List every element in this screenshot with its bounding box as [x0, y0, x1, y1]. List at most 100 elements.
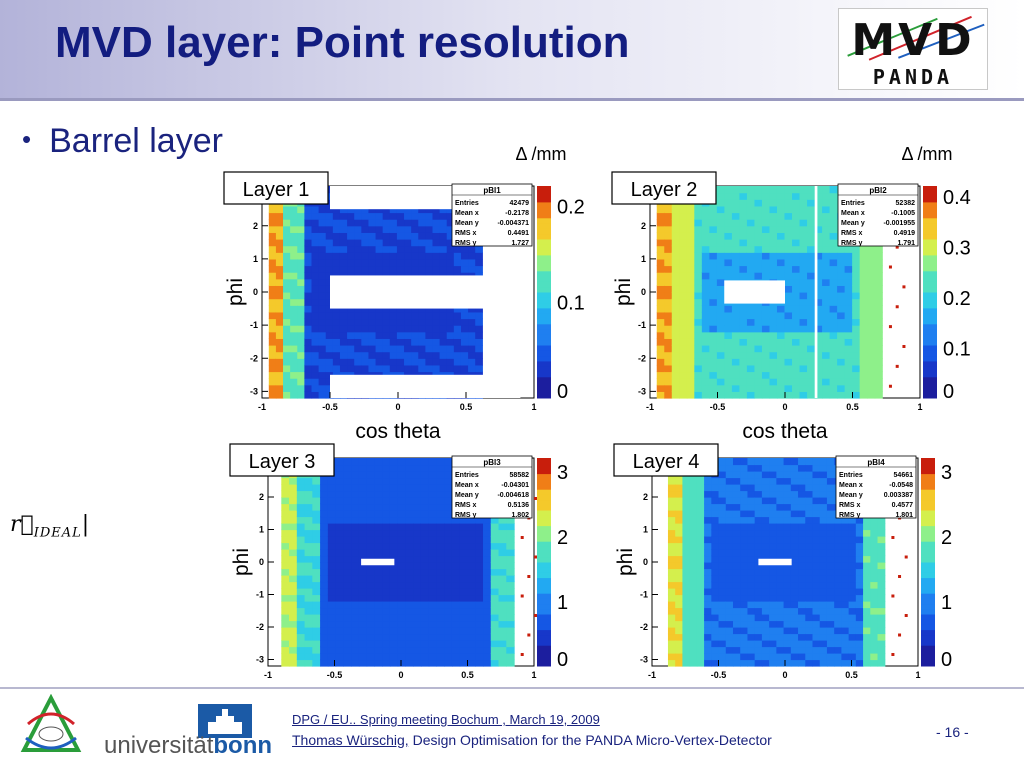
- heat-cell-1: [297, 364, 305, 373]
- heat-cell-4: [754, 484, 763, 492]
- heat-cell-3: [459, 562, 469, 570]
- heat-cell-1: [389, 305, 398, 313]
- heat-cell-2: [844, 245, 853, 253]
- colorbar-band-1: [537, 376, 551, 383]
- heat-cell-1: [389, 232, 398, 240]
- heat-cell-3: [320, 601, 329, 609]
- colorbar-band-3: [537, 541, 551, 547]
- heat-cell-1: [361, 305, 370, 313]
- heat-cell-3: [358, 549, 368, 557]
- stats-value-1: -0.004371: [497, 220, 529, 227]
- footer-meeting: DPG / EU.. Spring meeting Bochum , March…: [292, 712, 600, 727]
- heat-cell-3: [304, 523, 313, 531]
- heat-cell-1: [275, 265, 284, 273]
- heat-cell-4: [826, 555, 835, 563]
- heat-cell-1: [268, 378, 277, 386]
- heat-cell-4: [776, 659, 785, 667]
- heat-cell-3: [405, 640, 414, 648]
- heat-cell-2: [701, 219, 710, 227]
- heat-cell-2: [829, 345, 838, 353]
- heat-cell-4: [776, 588, 785, 596]
- heat-cell-1: [339, 232, 348, 240]
- heat-cell-3: [475, 516, 484, 524]
- heat-cell-2: [739, 311, 748, 320]
- stats-value-3: 1.802: [511, 512, 529, 519]
- heat-cell-1: [446, 245, 455, 253]
- heat-cell-2: [822, 265, 831, 273]
- heat-cell-3: [358, 653, 368, 661]
- heat-cell-2: [761, 391, 771, 399]
- heat-cell-3: [296, 581, 306, 589]
- heat-cell-2: [822, 258, 831, 267]
- heat-cell-2: [784, 331, 793, 339]
- heat-cell-3: [490, 549, 500, 557]
- heat-cell-2: [776, 318, 786, 326]
- heat-cell-2: [874, 305, 883, 313]
- heat-cell-2: [792, 364, 801, 373]
- heat-cell-1: [446, 212, 455, 220]
- heat-cell-4: [682, 510, 691, 518]
- heat-cell-4: [682, 627, 691, 635]
- heat-cell-2: [716, 378, 725, 386]
- heat-cell-1: [439, 245, 448, 253]
- colorbar-band-1: [537, 292, 551, 298]
- heat-cell-2: [776, 219, 786, 227]
- heat-cell-2: [852, 364, 861, 373]
- heat-cell-2: [731, 265, 741, 273]
- heat-cell-3: [320, 477, 329, 485]
- heat-cell-2: [671, 364, 680, 373]
- heat-cell-1: [439, 232, 448, 240]
- heat-cell-3: [382, 614, 391, 622]
- y-tick-label-3: -3: [256, 655, 264, 665]
- bullet-barrel-layer: • Barrel layer: [22, 122, 223, 161]
- heat-cell-4: [834, 562, 842, 570]
- heat-cell-2: [739, 205, 748, 214]
- heat-cell-4: [783, 523, 792, 531]
- y-tick-label-1: 1: [253, 254, 258, 264]
- heat-cell-4: [870, 555, 879, 563]
- heat-cell-1: [468, 351, 476, 359]
- heat-cell-4: [747, 536, 756, 544]
- heat-cell-4: [877, 588, 886, 596]
- heat-cell-2: [867, 265, 876, 273]
- heat-cell-3: [289, 659, 298, 667]
- heat-cell-1: [368, 252, 377, 260]
- heat-cell-4: [725, 575, 734, 583]
- heat-cell-3: [428, 659, 438, 667]
- heat-cell-4: [776, 477, 785, 485]
- heat-cell-4: [812, 516, 821, 524]
- heat-cell-4: [841, 640, 850, 648]
- heat-cell-2: [776, 212, 786, 220]
- heat-cell-3: [467, 562, 476, 570]
- heat-cell-4: [718, 458, 727, 466]
- heat-cell-3: [405, 484, 414, 492]
- heat-cell-3: [397, 510, 407, 518]
- heat-cell-2: [859, 278, 868, 286]
- heat-cell-4: [667, 516, 676, 524]
- heat-cell-2: [814, 245, 823, 253]
- heat-cell-3: [490, 562, 500, 570]
- heat-cell-2: [694, 292, 703, 300]
- heat-cell-4: [819, 620, 828, 628]
- heat-cell-3: [413, 536, 422, 544]
- heat-cell-2: [671, 311, 680, 320]
- colorbar-band-3: [537, 634, 551, 641]
- heat-cell-2: [724, 239, 733, 247]
- heat-cell-4: [682, 575, 691, 583]
- heat-cell-1: [411, 311, 419, 320]
- heat-cell-4: [704, 575, 712, 583]
- heat-cell-1: [283, 205, 291, 214]
- heat-cell-2: [731, 258, 741, 267]
- heat-cell-1: [332, 205, 341, 214]
- heat-cell-3: [343, 497, 352, 505]
- heat-cell-1: [304, 225, 313, 233]
- heat-cell-2: [754, 318, 763, 326]
- heat-cell-4: [783, 653, 792, 661]
- heat-cell-2: [671, 205, 680, 214]
- heat-cell-2: [837, 292, 846, 300]
- heat-cell-1: [425, 258, 434, 267]
- heat-cell-2: [867, 311, 876, 320]
- heat-cell-2: [739, 364, 748, 373]
- heat-cell-4: [783, 594, 792, 602]
- heat-cell-4: [689, 542, 698, 550]
